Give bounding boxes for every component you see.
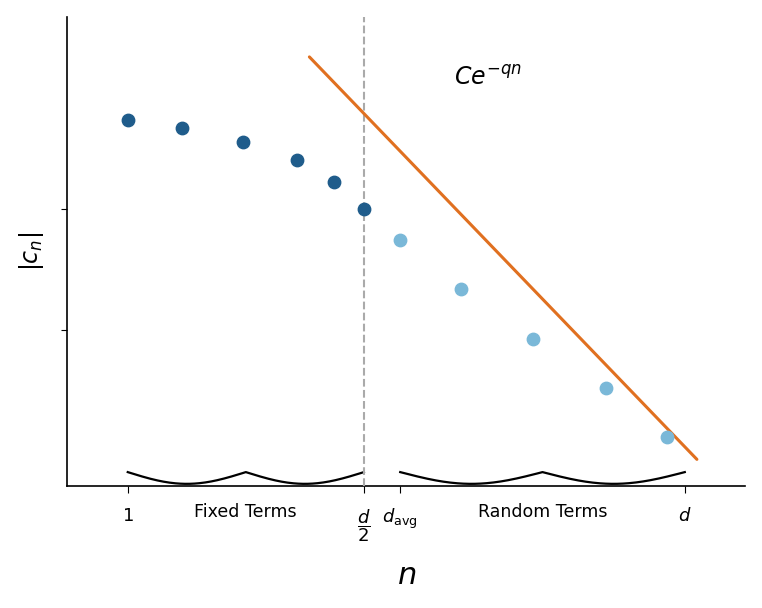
Point <box>661 432 673 442</box>
Point <box>122 115 134 125</box>
Point <box>600 383 612 393</box>
Point <box>291 155 303 165</box>
Y-axis label: $|c_n|$: $|c_n|$ <box>17 232 46 271</box>
X-axis label: $\mathit{n}$: $\mathit{n}$ <box>397 561 416 592</box>
Point <box>394 235 406 245</box>
Point <box>455 285 467 294</box>
Point <box>358 204 370 214</box>
Point <box>237 137 249 147</box>
Point <box>176 123 188 133</box>
Text: $Ce^{-qn}$: $Ce^{-qn}$ <box>453 66 522 90</box>
Point <box>328 178 340 187</box>
Text: Random Terms: Random Terms <box>478 503 607 520</box>
Point <box>527 334 539 344</box>
Text: Fixed Terms: Fixed Terms <box>194 503 297 520</box>
